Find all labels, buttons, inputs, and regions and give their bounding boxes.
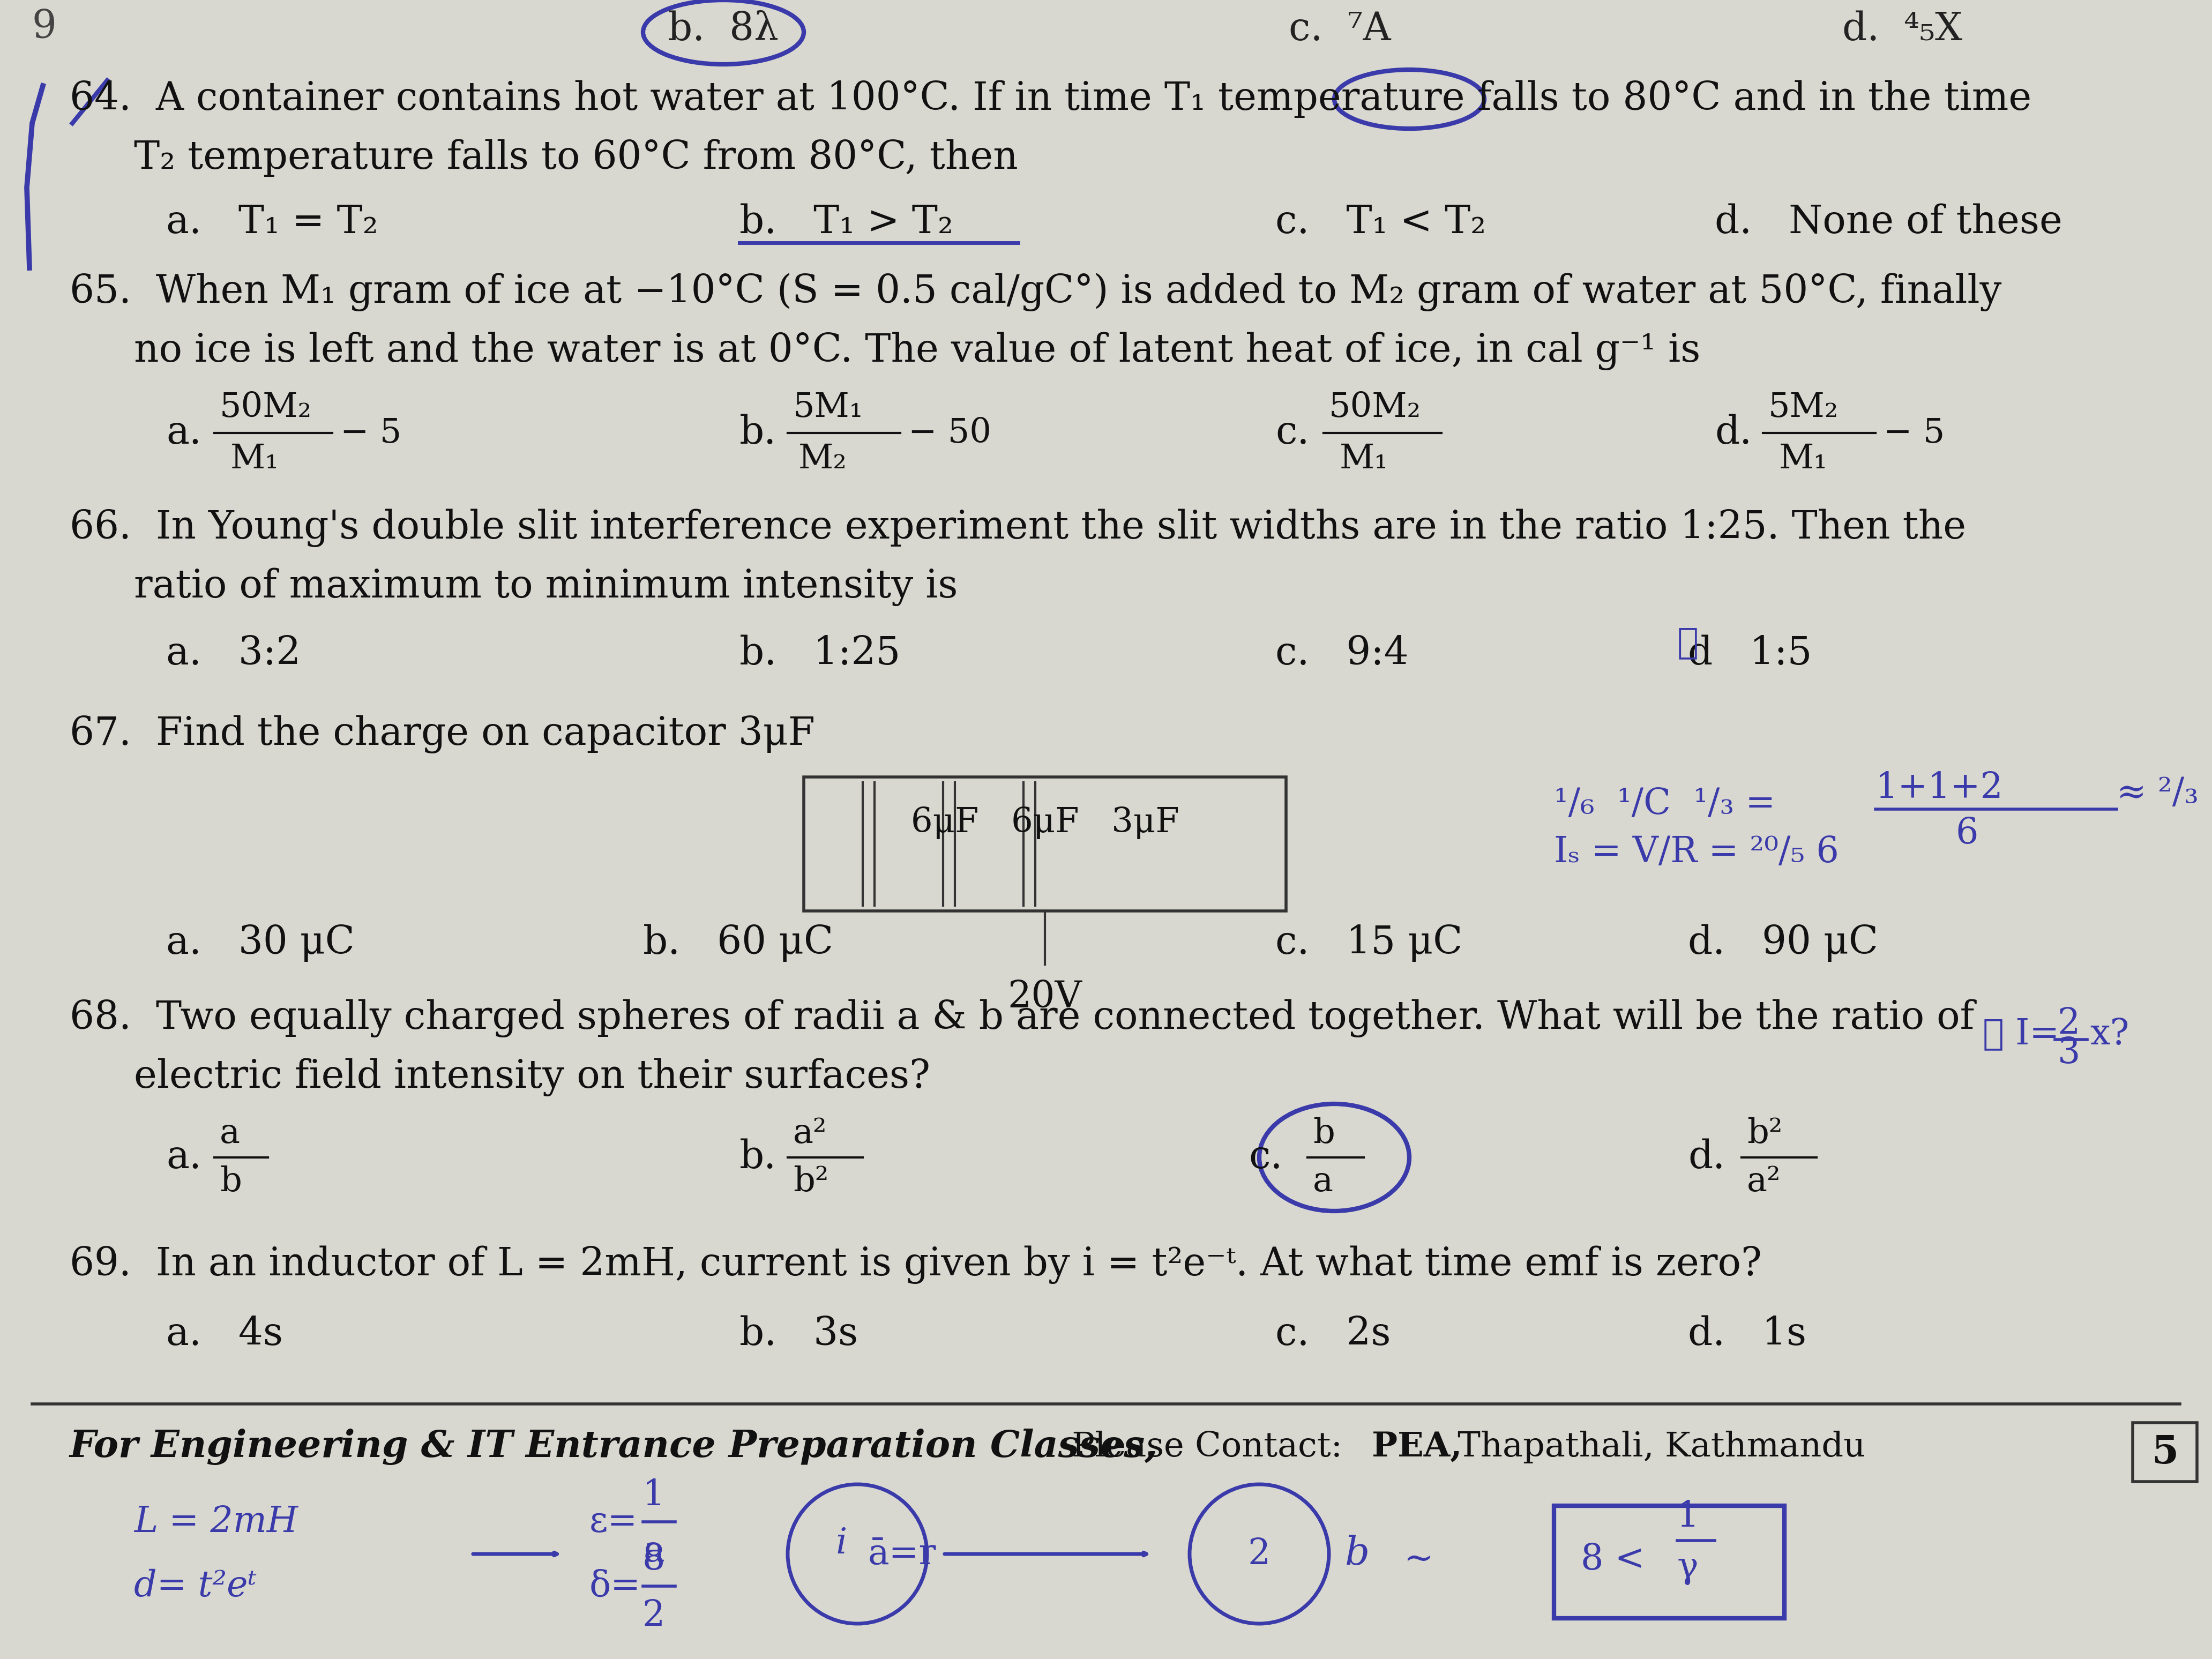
Text: b.   60 μC: b. 60 μC bbox=[644, 924, 834, 962]
Text: 68.  Two equally charged spheres of radii a & b are connected together. What wil: 68. Two equally charged spheres of radii… bbox=[69, 999, 1975, 1037]
Text: a²: a² bbox=[1747, 1165, 1781, 1198]
Text: c.: c. bbox=[1248, 1138, 1283, 1176]
Text: M₁: M₁ bbox=[1340, 443, 1389, 474]
Text: Thapathali, Kathmandu: Thapathali, Kathmandu bbox=[1447, 1430, 1865, 1463]
Text: a.: a. bbox=[166, 415, 201, 451]
Text: b.   1:25: b. 1:25 bbox=[739, 635, 900, 672]
Text: 67.  Find the charge on capacitor 3μF: 67. Find the charge on capacitor 3μF bbox=[69, 715, 814, 753]
Text: c.   2s: c. 2s bbox=[1276, 1316, 1391, 1354]
Text: 6: 6 bbox=[1955, 816, 1980, 851]
Text: d.   90 μC: d. 90 μC bbox=[1688, 924, 1878, 962]
Text: a: a bbox=[1314, 1165, 1334, 1198]
Text: d.   None of these: d. None of these bbox=[1714, 204, 2062, 241]
Text: a: a bbox=[219, 1117, 241, 1150]
Text: d.  ⁴₅X: d. ⁴₅X bbox=[1843, 10, 1962, 48]
Bar bbox=[2132, 1423, 2197, 1481]
Text: 64.  A container contains hot water at 100°C. If in time T₁ temperature falls to: 64. A container contains hot water at 10… bbox=[69, 80, 2031, 118]
Text: a.: a. bbox=[166, 1138, 201, 1176]
Text: 8: 8 bbox=[641, 1541, 666, 1576]
Text: PEA,: PEA, bbox=[1371, 1430, 1462, 1463]
Text: a.   4s: a. 4s bbox=[166, 1316, 283, 1354]
Text: b.  8λ: b. 8λ bbox=[668, 10, 779, 48]
Text: a.   30 μC: a. 30 μC bbox=[166, 924, 354, 962]
Text: b.   3s: b. 3s bbox=[739, 1316, 858, 1354]
Text: 3: 3 bbox=[2057, 1035, 2081, 1070]
Text: a²: a² bbox=[794, 1117, 827, 1150]
Text: 8 <: 8 < bbox=[1582, 1541, 1646, 1576]
Text: c.  ⁷A: c. ⁷A bbox=[1290, 10, 1391, 48]
Text: − 5: − 5 bbox=[1885, 416, 1944, 450]
Text: ★ I=: ★ I= bbox=[1982, 1017, 2059, 1052]
Text: M₁: M₁ bbox=[230, 443, 279, 474]
Text: b.   T₁ > T₂: b. T₁ > T₂ bbox=[739, 204, 953, 241]
Text: 66.  In Young's double slit interference experiment the slit widths are in the r: 66. In Young's double slit interference … bbox=[69, 509, 1966, 547]
Text: 5M₂: 5M₂ bbox=[1767, 392, 1838, 423]
Text: Please Contact:: Please Contact: bbox=[1062, 1430, 1354, 1463]
Text: c.   15 μC: c. 15 μC bbox=[1276, 924, 1462, 962]
Text: δ=: δ= bbox=[588, 1569, 641, 1604]
Text: c.   T₁ < T₂: c. T₁ < T₂ bbox=[1276, 204, 1486, 241]
Text: b: b bbox=[1314, 1117, 1334, 1150]
Text: b²: b² bbox=[1747, 1117, 1783, 1150]
Text: γ: γ bbox=[1677, 1550, 1699, 1584]
Text: Iₛ = V/R = ²⁰/₅ 6: Iₛ = V/R = ²⁰/₅ 6 bbox=[1555, 834, 1838, 869]
Text: 50M₂: 50M₂ bbox=[1329, 392, 1420, 423]
Text: ∼: ∼ bbox=[1405, 1541, 1433, 1576]
Text: x?: x? bbox=[2090, 1017, 2130, 1052]
Text: d   1:5: d 1:5 bbox=[1688, 635, 1812, 672]
Text: i: i bbox=[836, 1526, 847, 1561]
Text: electric field intensity on their surfaces?: electric field intensity on their surfac… bbox=[135, 1058, 931, 1097]
Bar bbox=[803, 776, 1285, 911]
Text: M₂: M₂ bbox=[799, 443, 847, 474]
Text: T₂ temperature falls to 60°C from 80°C, then: T₂ temperature falls to 60°C from 80°C, … bbox=[135, 139, 1018, 178]
Text: 1: 1 bbox=[641, 1478, 666, 1513]
Text: b²: b² bbox=[794, 1165, 829, 1198]
Text: 1: 1 bbox=[1677, 1500, 1699, 1535]
Text: 2: 2 bbox=[641, 1598, 666, 1632]
Text: d= t²eᵗ: d= t²eᵗ bbox=[135, 1569, 257, 1604]
Text: − 50: − 50 bbox=[909, 416, 991, 450]
Text: d.: d. bbox=[1714, 415, 1752, 451]
Text: d.: d. bbox=[1688, 1138, 1725, 1176]
Text: L = 2mH: L = 2mH bbox=[135, 1505, 299, 1540]
Text: c.: c. bbox=[1276, 415, 1310, 451]
Text: ε=: ε= bbox=[588, 1505, 637, 1540]
Text: ≈ ²/₃: ≈ ²/₃ bbox=[2117, 775, 2199, 811]
Text: b: b bbox=[219, 1165, 241, 1198]
Text: 5: 5 bbox=[2152, 1433, 2179, 1472]
Text: For Engineering & IT Entrance Preparation Classes,: For Engineering & IT Entrance Preparatio… bbox=[69, 1428, 1159, 1465]
Text: M₁: M₁ bbox=[1778, 443, 1827, 474]
Text: ratio of maximum to minimum intensity is: ratio of maximum to minimum intensity is bbox=[135, 567, 958, 606]
Text: d.   1s: d. 1s bbox=[1688, 1316, 1807, 1354]
Text: − 5: − 5 bbox=[341, 416, 403, 450]
Bar bbox=[1555, 1506, 1785, 1618]
Text: ā=r: ā=r bbox=[867, 1536, 936, 1571]
Text: ¹/₆  ¹/C  ¹/₃ =: ¹/₆ ¹/C ¹/₃ = bbox=[1555, 786, 1776, 821]
Text: a.   T₁ = T₂: a. T₁ = T₂ bbox=[166, 204, 378, 241]
Text: b.: b. bbox=[739, 415, 776, 451]
Text: 69.  In an inductor of L = 2mH, current is given by i = t²e⁻ᵗ. At what time emf : 69. In an inductor of L = 2mH, current i… bbox=[69, 1246, 1761, 1284]
Text: 50M₂: 50M₂ bbox=[219, 392, 312, 423]
Text: a.   3:2: a. 3:2 bbox=[166, 635, 301, 672]
Text: 2: 2 bbox=[2057, 1005, 2079, 1040]
Text: 20V: 20V bbox=[1009, 979, 1082, 1014]
Text: c.   9:4: c. 9:4 bbox=[1276, 635, 1409, 672]
Text: 1+1+2: 1+1+2 bbox=[1876, 770, 2004, 805]
Text: b: b bbox=[1345, 1535, 1369, 1573]
Text: 9: 9 bbox=[33, 8, 58, 46]
Text: 65.  When M₁ gram of ice at −10°C (S = 0.5 cal/gC°) is added to M₂ gram of water: 65. When M₁ gram of ice at −10°C (S = 0.… bbox=[69, 272, 2002, 312]
Text: b.: b. bbox=[739, 1138, 776, 1176]
Text: 6μF   6μF   3μF: 6μF 6μF 3μF bbox=[911, 806, 1179, 839]
Text: 2: 2 bbox=[1248, 1536, 1270, 1571]
Text: ✓: ✓ bbox=[1677, 625, 1699, 660]
Text: a: a bbox=[644, 1535, 664, 1569]
Text: 5M₁: 5M₁ bbox=[794, 392, 863, 423]
Text: no ice is left and the water is at 0°C. The value of latent heat of ice, in cal : no ice is left and the water is at 0°C. … bbox=[135, 332, 1701, 370]
